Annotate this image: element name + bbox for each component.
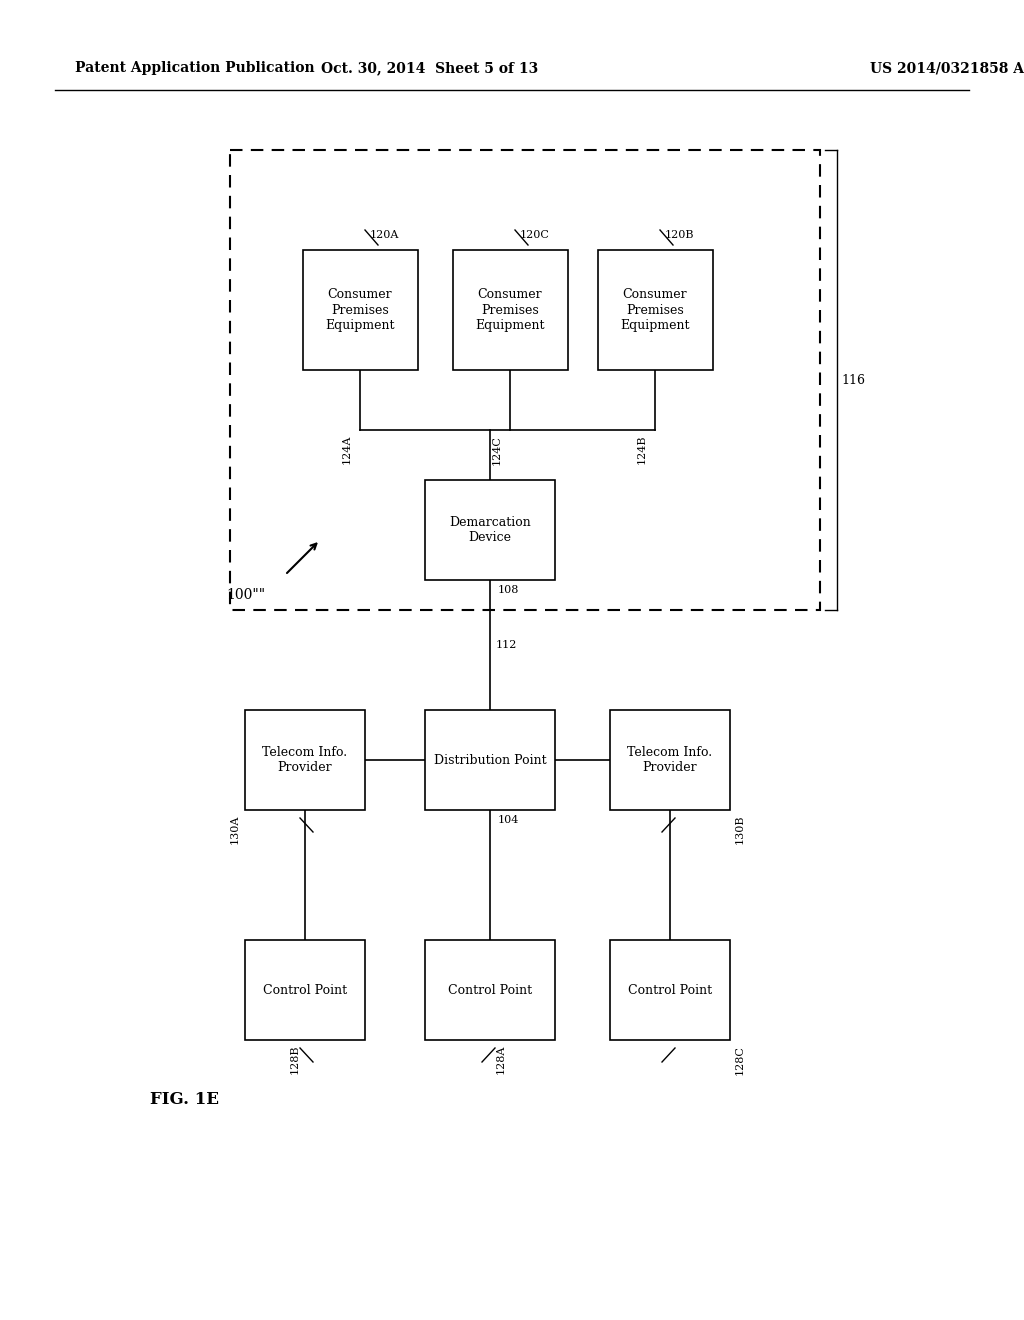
Text: FIG. 1E: FIG. 1E [151, 1092, 219, 1109]
Text: Distribution Point: Distribution Point [434, 754, 547, 767]
Text: Patent Application Publication: Patent Application Publication [75, 61, 314, 75]
Bar [610, 710, 730, 810]
Text: 124A: 124A [342, 436, 352, 465]
Text: Consumer
Premises
Equipment: Consumer Premises Equipment [475, 289, 545, 331]
Text: Control Point: Control Point [263, 983, 347, 997]
Text: Oct. 30, 2014  Sheet 5 of 13: Oct. 30, 2014 Sheet 5 of 13 [322, 61, 539, 75]
Bar [302, 249, 418, 370]
Text: Telecom Info.
Provider: Telecom Info. Provider [262, 746, 347, 774]
Text: Consumer
Premises
Equipment: Consumer Premises Equipment [621, 289, 690, 331]
Bar [597, 249, 713, 370]
Text: Telecom Info.
Provider: Telecom Info. Provider [628, 746, 713, 774]
Text: Demarcation
Device: Demarcation Device [450, 516, 530, 544]
Text: 112: 112 [496, 640, 517, 649]
Text: 120C: 120C [520, 230, 550, 240]
Bar [453, 249, 567, 370]
Text: 120B: 120B [665, 230, 694, 240]
Text: 120A: 120A [370, 230, 399, 240]
Bar [425, 480, 555, 579]
Bar [245, 940, 365, 1040]
Text: 130B: 130B [735, 814, 745, 845]
Bar [230, 150, 820, 610]
Text: 128C: 128C [735, 1045, 745, 1074]
Text: Control Point: Control Point [447, 983, 532, 997]
Text: 124B: 124B [637, 436, 647, 465]
Text: 116: 116 [841, 374, 865, 387]
Bar [610, 940, 730, 1040]
Text: Consumer
Premises
Equipment: Consumer Premises Equipment [326, 289, 394, 331]
Text: 100"": 100"" [226, 587, 265, 602]
Text: 124C: 124C [492, 436, 502, 465]
Text: 128B: 128B [290, 1045, 300, 1074]
Bar [245, 710, 365, 810]
Text: 108: 108 [498, 585, 519, 595]
Bar [425, 940, 555, 1040]
Text: 128A: 128A [496, 1045, 506, 1074]
Text: Control Point: Control Point [628, 983, 712, 997]
Text: US 2014/0321858 A1: US 2014/0321858 A1 [870, 61, 1024, 75]
Text: 130A: 130A [230, 814, 240, 845]
Bar [425, 710, 555, 810]
Text: 104: 104 [498, 814, 519, 825]
